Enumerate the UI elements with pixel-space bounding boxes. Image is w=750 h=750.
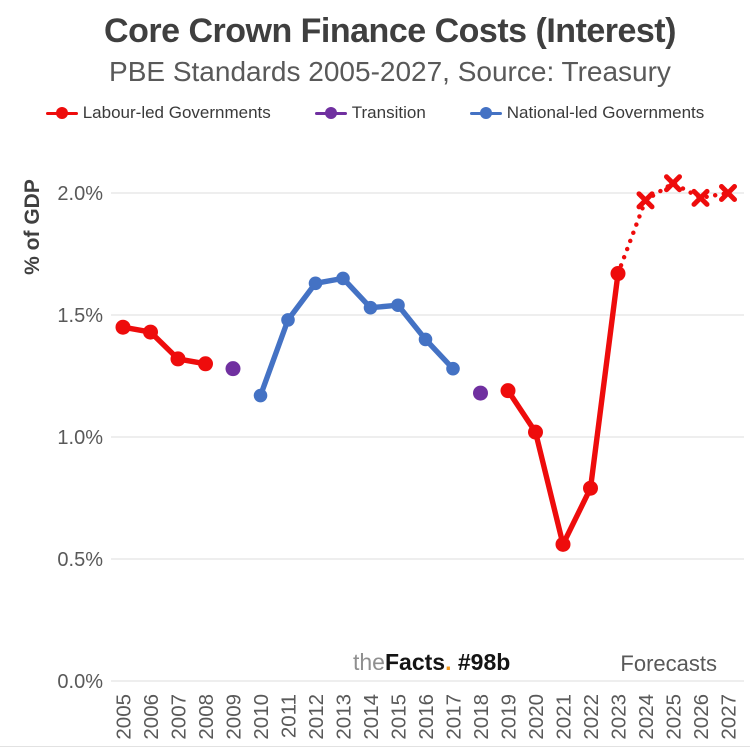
data-point-labour-2019-2023-2020	[528, 424, 543, 440]
forecast-x-marker-2024	[636, 191, 655, 210]
legend-item-national: National-led Governments	[469, 103, 705, 123]
x-tick-label: 2008	[195, 694, 218, 740]
legend-item-transition: Transition	[314, 103, 426, 123]
data-point-national-2010-2017-2017	[446, 361, 460, 376]
data-point-national-2010-2017-2014	[363, 300, 378, 315]
y-tick-label: 1.0%	[57, 427, 103, 449]
x-tick-label: 2016	[415, 694, 438, 740]
series-line-national-2010-2017	[257, 275, 455, 397]
forecasts-annotation: Forecasts	[620, 651, 717, 676]
x-tick-label: 2022	[580, 694, 603, 740]
legend-label: Labour-led Governments	[82, 103, 271, 122]
data-point-labour-2019-2023-2022	[583, 480, 598, 496]
legend: Labour-led Governments Transition Nation…	[0, 103, 750, 123]
forecast-x-marker-2025	[664, 174, 682, 193]
x-tick-label: 2015	[388, 694, 411, 740]
series-line-labour-2005-2008	[122, 324, 206, 367]
data-point-labour-2005-2008-2006	[143, 324, 158, 340]
x-tick-label: 2025	[663, 694, 686, 740]
data-point-labour-2005-2008-2005	[115, 319, 131, 335]
x-tick-label: 2010	[250, 694, 273, 740]
chart-title: Core Crown Finance Costs (Interest)	[104, 12, 676, 50]
transition-line-marker-icon	[314, 107, 347, 120]
y-axis-title: % of GDP	[21, 179, 44, 275]
series-line-labour-forecast	[615, 181, 731, 276]
forecast-x-marker-2026	[691, 188, 710, 207]
x-tick-label: 2006	[140, 694, 163, 740]
legend-label: National-led Governments	[506, 103, 705, 122]
x-tick-label: 2007	[168, 694, 191, 740]
data-point-national-2010-2017-2010	[253, 388, 268, 403]
x-tick-label: 2013	[333, 694, 356, 740]
y-tick-label: 1.5%	[57, 305, 103, 327]
chart-subtitle: PBE Standards 2005-2027, Source: Treasur…	[109, 56, 671, 87]
watermark-brand: Facts	[384, 649, 446, 675]
x-tick-label: 2020	[525, 694, 548, 740]
x-tick-label: 2024	[635, 694, 658, 740]
labour-line-marker-icon	[45, 107, 78, 120]
data-point-labour-2005-2008-2007	[170, 351, 186, 367]
data-point-national-2010-2017-2015	[391, 298, 405, 313]
watermark-code: #98b	[451, 649, 511, 675]
data-point-labour-2019-2023-2021	[555, 536, 571, 552]
y-tick-label: 0.5%	[57, 549, 103, 571]
watermark-the: the	[353, 649, 385, 675]
y-tick-label: 0.0%	[57, 671, 103, 693]
data-point-labour-2019-2023-2019	[500, 383, 516, 399]
series-line-labour-2019-2023	[505, 273, 621, 548]
legend-label: Transition	[351, 103, 426, 122]
forecast-x-marker-2027	[719, 184, 737, 202]
data-point-national-2010-2017-2013	[336, 271, 350, 286]
x-tick-label: 2019	[498, 694, 521, 740]
data-point-transition-2009	[225, 361, 241, 377]
x-tick-label: 2014	[360, 694, 383, 740]
data-point-transition-2018	[473, 385, 488, 401]
legend-item-labour: Labour-led Governments	[45, 103, 271, 123]
x-tick-label: 2005	[113, 694, 136, 740]
x-tick-label: 2021	[553, 694, 576, 740]
x-tick-label: 2023	[608, 694, 631, 740]
x-tick-label: 2027	[718, 694, 741, 740]
x-tick-label: 2017	[443, 694, 466, 740]
data-point-national-2010-2017-2016	[418, 332, 433, 347]
data-point-national-2010-2017-2012	[308, 276, 323, 291]
y-tick-label: 2.0%	[57, 183, 103, 205]
x-tick-label: 2018	[470, 694, 493, 740]
x-tick-label: 2012	[305, 694, 328, 740]
x-tick-label: 2011	[278, 694, 301, 738]
bottom-divider	[0, 746, 750, 747]
watermark-dot: .	[445, 649, 452, 675]
data-point-national-2010-2017-2011	[281, 313, 295, 327]
watermark: theFacts. #98b	[353, 649, 510, 676]
data-point-labour-2005-2008-2008	[198, 356, 213, 372]
x-tick-label: 2026	[690, 694, 713, 740]
national-line-marker-icon	[469, 107, 502, 120]
x-tick-label: 2009	[223, 694, 246, 740]
